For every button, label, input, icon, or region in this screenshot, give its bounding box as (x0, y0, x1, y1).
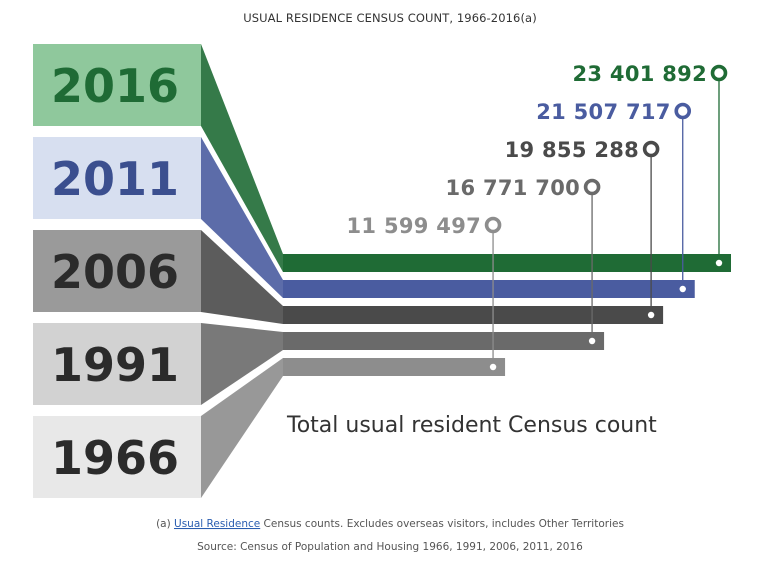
value-label-1991: 16 771 700 (446, 176, 581, 200)
value-label-1966: 11 599 497 (347, 214, 482, 238)
year-panel-1966 (33, 416, 201, 498)
year-panel-1991 (33, 323, 201, 405)
value-marker-2016 (710, 64, 728, 82)
footnote-rest: Census counts. Excludes overseas visitor… (260, 518, 624, 530)
value-label-2016: 23 401 892 (572, 62, 707, 86)
bar-end-dot-1991 (588, 337, 596, 345)
year-label-2011: 2011 (51, 152, 179, 206)
value-marker-1991 (583, 178, 601, 196)
usual-residence-link[interactable]: Usual Residence (174, 518, 260, 530)
value-marker-1966 (484, 216, 502, 234)
year-label-1991: 1991 (51, 338, 179, 392)
funnel-2006 (201, 230, 283, 324)
bar-2006 (283, 306, 664, 324)
bar-2016 (283, 254, 731, 272)
year-panels: 2016 2011 2006 1991 1966 (33, 44, 283, 498)
year-label-2016: 2016 (51, 59, 179, 113)
bar-2011 (283, 280, 695, 298)
bar-1991 (283, 332, 605, 350)
bar-end-dot-2006 (647, 311, 655, 319)
funnel-2011 (201, 137, 283, 298)
year-panel-2011 (33, 137, 201, 219)
chart-title: USUAL RESIDENCE CENSUS COUNT, 1966-2016(… (243, 11, 537, 25)
footnote: (a) Usual Residence Census counts. Exclu… (156, 518, 624, 530)
bar-end-dot-2011 (679, 285, 686, 293)
bar-series: 23 401 892 21 507 717 19 855 288 16 771 700… (283, 62, 731, 376)
funnel-2016 (201, 44, 283, 272)
value-label-2006: 19 855 288 (505, 138, 640, 162)
bar-end-dot-1966 (489, 363, 497, 371)
year-label-2006: 2006 (51, 245, 179, 299)
year-panel-2006 (33, 230, 201, 312)
value-label-2011: 21 507 717 (536, 100, 671, 124)
chart-subtitle: Total usual resident Census count (286, 413, 657, 438)
funnel-1966 (201, 358, 283, 498)
value-marker-2006 (642, 140, 660, 158)
bar-1966 (283, 358, 506, 376)
year-panel-2016 (33, 44, 201, 126)
source-note: Source: Census of Population and Housing… (197, 541, 583, 553)
value-marker-2011 (674, 102, 692, 120)
footnote-prefix: (a) (156, 518, 174, 530)
bar-end-dot-2016 (715, 259, 723, 267)
funnel-1991 (201, 323, 283, 405)
year-label-1966: 1966 (51, 431, 179, 485)
